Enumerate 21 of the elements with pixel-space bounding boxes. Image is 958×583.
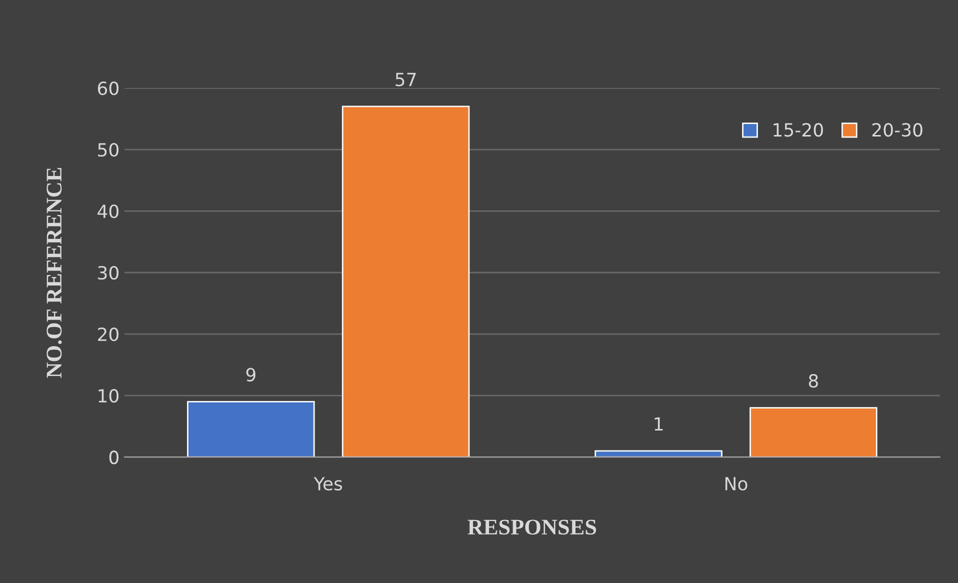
bar	[342, 106, 470, 458]
y-tick-label: 50	[98, 143, 118, 157]
y-tick-label: 40	[98, 204, 118, 218]
y-tick-label: 60	[98, 81, 118, 96]
y-tick-label: 0	[109, 450, 118, 464]
x-axis-title: RESPONSES	[468, 520, 596, 535]
y-tick-label: 20	[98, 328, 118, 342]
bar	[594, 450, 722, 458]
x-tick-label: Yes	[314, 477, 342, 490]
x-tick-label: No	[725, 477, 748, 490]
y-tick-label: 30	[98, 266, 118, 280]
data-label: 9	[246, 368, 256, 382]
legend-label: 20-30	[872, 123, 922, 137]
y-tick-label: 10	[98, 389, 118, 403]
legend-label: 15-20	[774, 123, 823, 137]
bar	[187, 401, 315, 458]
data-label: 57	[396, 72, 416, 86]
data-label: 8	[808, 374, 818, 388]
y-axis-title: NO.OF REFERENCE	[46, 168, 62, 378]
bar	[750, 407, 878, 458]
data-label: 1	[654, 417, 663, 430]
